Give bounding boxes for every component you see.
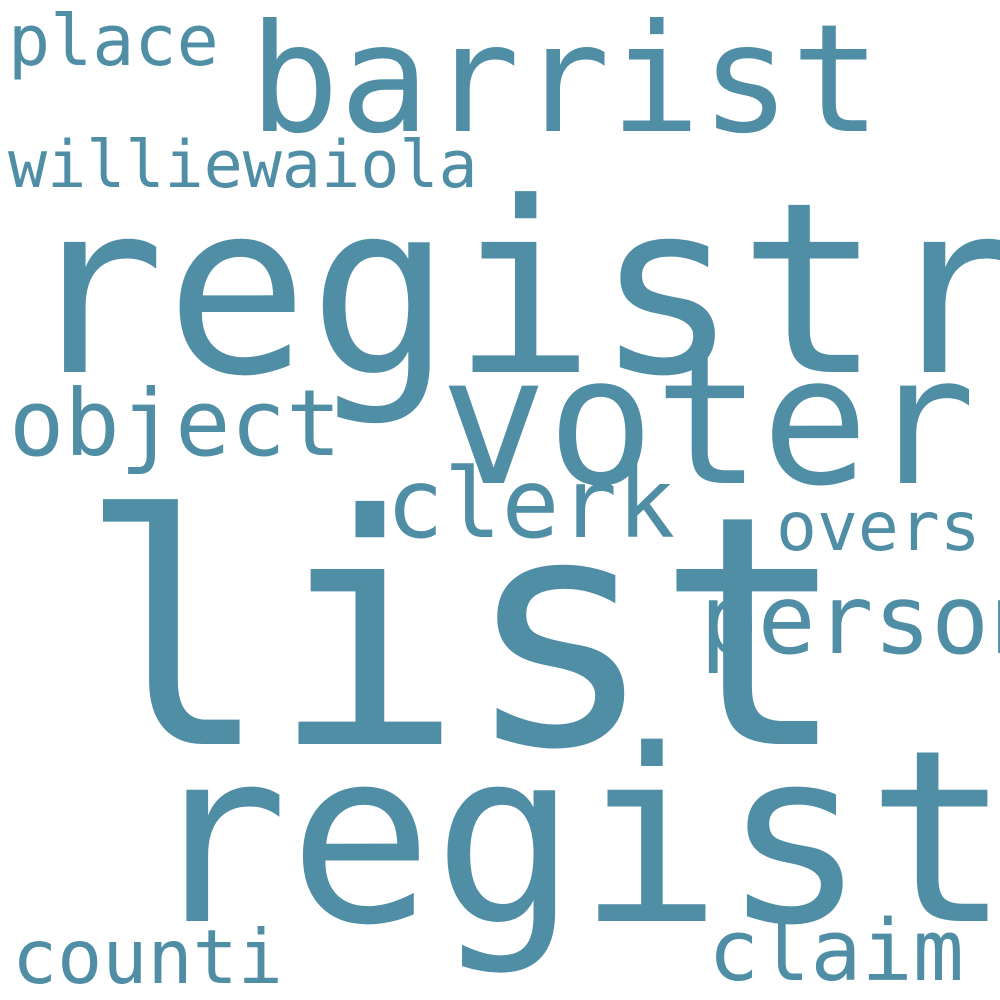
word-clerk: clerk [386, 448, 675, 560]
word-voter: voter [440, 318, 976, 525]
word-regist: regist [144, 698, 1000, 978]
word-barrist: barrist [249, 0, 882, 167]
word-place: place [8, 0, 219, 82]
word-claim: claim [708, 902, 964, 1000]
word-list: list [78, 448, 849, 820]
word-counti: counti [12, 913, 283, 1000]
word-registr: registr [22, 152, 1000, 429]
word-object: object [9, 370, 342, 477]
word-person: person [700, 564, 1000, 676]
word-williewaiola: williewaiola [8, 128, 478, 203]
word-overs: overs [776, 488, 981, 567]
